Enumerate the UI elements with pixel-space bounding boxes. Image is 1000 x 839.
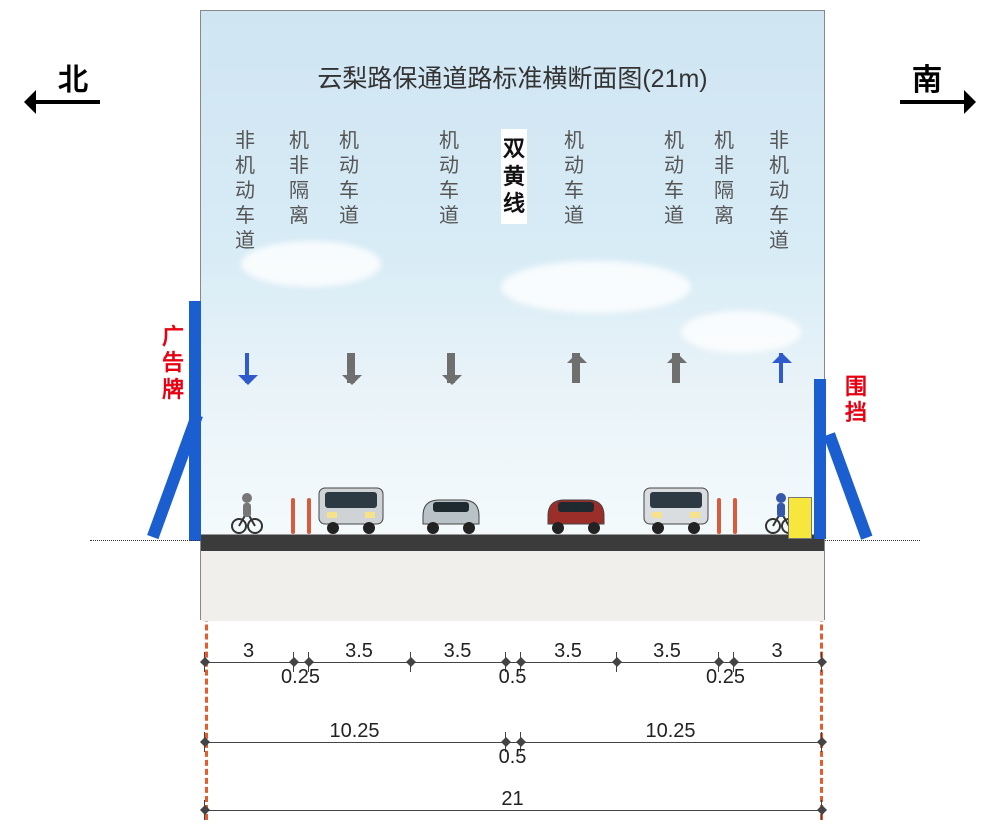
dim-value-1-2: 10.25 [645, 720, 695, 743]
bollard-3 [733, 498, 737, 534]
diagram-title: 云梨路保通道路标准横断面图(21m) [201, 59, 824, 95]
dim-value-0-5: 3.5 [554, 640, 582, 663]
lane-label-motor-s1: 机 动 车 道 [664, 129, 684, 229]
bollard-0 [291, 498, 295, 534]
fence-south-post [814, 379, 826, 539]
dim-value-0-7: 0.25 [706, 666, 745, 689]
dim-value-1-1: 0.5 [499, 746, 527, 769]
dim-value-0-1: 0.25 [281, 666, 320, 689]
lane-label-motor-n1: 机 动 车 道 [339, 129, 359, 229]
flow-arrow-motor-n1 [342, 347, 360, 391]
lane-label-sep-s: 机 非 隔 离 [714, 129, 734, 229]
direction-north-arrow [30, 100, 100, 104]
billboard-label: 广 告 牌 [162, 324, 184, 403]
ground-line-south [825, 540, 920, 541]
vehicle-sedan-3 [540, 490, 612, 534]
dim-level-2: 21 [200, 790, 825, 830]
dim-value-0-6: 3.5 [653, 640, 681, 663]
dim-value-2-0: 21 [501, 788, 523, 811]
dim-value-1-0: 10.25 [329, 720, 379, 743]
lane-labels-row: 非 机 动 车 道机 非 隔 离机 动 车 道机 动 车 道双 黄 线机 动 车… [201, 129, 824, 309]
lane-label-center: 双 黄 线 [501, 129, 527, 224]
fence-base [788, 497, 812, 539]
soil-region [201, 551, 824, 621]
dim-value-0-2: 3.5 [345, 640, 373, 663]
cross-section-panel: 云梨路保通道路标准横断面图(21m) 非 机 动 车 道 机 非 隔 离 机 动 车… [200, 10, 825, 620]
lane-label-bike-n: 非 机 动 车 道 [235, 129, 255, 254]
dim-level-1: 10.250.510.25 [200, 722, 825, 762]
flow-arrow-bike-n [238, 347, 256, 391]
flow-arrow-motor-n2 [442, 347, 460, 391]
flow-arrow-motor-s2 [567, 347, 585, 391]
bollard-1 [307, 498, 311, 534]
dim-value-0-3: 3.5 [444, 640, 472, 663]
lane-label-motor-n2: 机 动 车 道 [439, 129, 459, 229]
fence-label: 围 挡 [845, 374, 867, 427]
dim-level-0: 30.253.53.50.53.53.50.253 [200, 642, 825, 682]
bollard-2 [717, 498, 721, 534]
dim-value-0-0: 3 [243, 640, 254, 663]
fence-south-brace [824, 432, 873, 539]
direction-south-arrow [900, 100, 970, 104]
vehicle-van-1 [313, 480, 389, 534]
vehicle-van-4 [638, 480, 714, 534]
dimension-block: 30.253.53.50.53.53.50.25310.250.510.2521 [200, 630, 825, 830]
vehicle-sedan-2 [415, 490, 487, 534]
lane-label-sep-n: 机 非 隔 离 [289, 129, 309, 229]
ground-line-north [90, 540, 200, 541]
flow-arrow-motor-s1 [667, 347, 685, 391]
lane-label-motor-s2: 机 动 车 道 [564, 129, 584, 229]
dim-value-0-4: 0.5 [499, 666, 527, 689]
direction-south-label: 南 [912, 55, 942, 99]
vehicle-bike-0 [229, 484, 265, 534]
dim-value-0-8: 3 [771, 640, 782, 663]
lane-label-bike-s: 非 机 动 车 道 [769, 129, 789, 254]
direction-north-label: 北 [58, 55, 88, 99]
flow-arrow-bike-s [772, 347, 790, 391]
